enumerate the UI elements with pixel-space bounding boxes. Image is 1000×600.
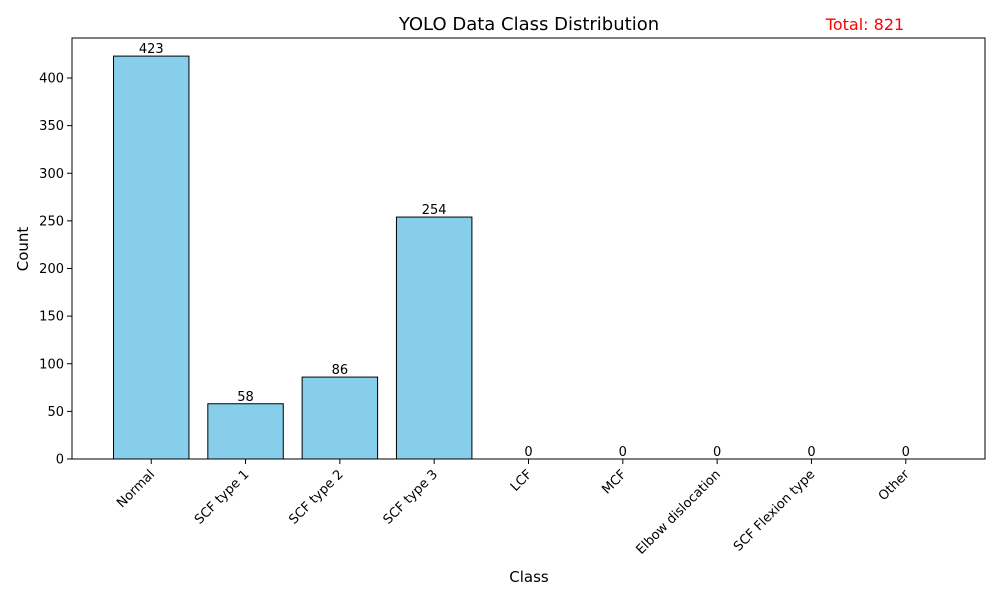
data-label: 0	[902, 445, 910, 460]
x-tick-label: MCF	[599, 467, 629, 497]
bar-scf-type-2	[301, 376, 379, 460]
y-tick-label: 400	[39, 72, 64, 87]
y-tick-label: 50	[47, 405, 64, 420]
bar-normal	[113, 55, 190, 460]
data-label: 0	[619, 445, 627, 460]
y-axis-title: Count	[14, 227, 32, 272]
y-tick-label: 250	[39, 214, 64, 229]
x-tick-label: SCF type 2	[286, 467, 346, 527]
x-axis-title: Class	[509, 568, 549, 586]
data-label: 0	[807, 445, 815, 460]
bar-scf-type-3	[395, 216, 473, 460]
data-labels-group: 423 58 86 254 0 0 0 0 0	[139, 42, 910, 460]
data-label: 58	[237, 390, 254, 405]
y-axis: 0 50 100 150 200 250 300 350 400	[39, 72, 72, 468]
y-tick-label: 300	[39, 167, 64, 182]
chart-title: YOLO Data Class Distribution	[398, 14, 659, 35]
x-tick-label: Other	[876, 467, 913, 504]
x-tick-label: Elbow dislocation	[633, 467, 724, 558]
x-tick-label: SCF type 3	[381, 467, 441, 527]
y-tick-label: 150	[39, 310, 64, 325]
data-label: 254	[422, 203, 447, 218]
x-tick-label: LCF	[508, 467, 535, 494]
y-tick-label: 350	[39, 119, 64, 134]
x-tick-label: SCF Flexion type	[731, 467, 818, 554]
data-label: 0	[713, 445, 721, 460]
y-tick-label: 100	[39, 357, 64, 372]
bar-scf-type-1	[207, 403, 284, 460]
y-tick-label: 200	[39, 262, 64, 277]
data-label: 0	[524, 445, 532, 460]
plot-frame	[71, 37, 986, 460]
total-annotation: Total: 821	[825, 15, 904, 34]
x-tick-label: Normal	[114, 467, 158, 511]
y-tick-label: 0	[56, 453, 64, 468]
bars-group	[113, 55, 473, 460]
data-label: 423	[139, 42, 164, 57]
x-tick-label: SCF type 1	[192, 467, 252, 527]
data-label: 86	[332, 363, 349, 378]
x-axis: Normal SCF type 1 SCF type 2 SCF type 3 LCF M…	[114, 459, 913, 558]
